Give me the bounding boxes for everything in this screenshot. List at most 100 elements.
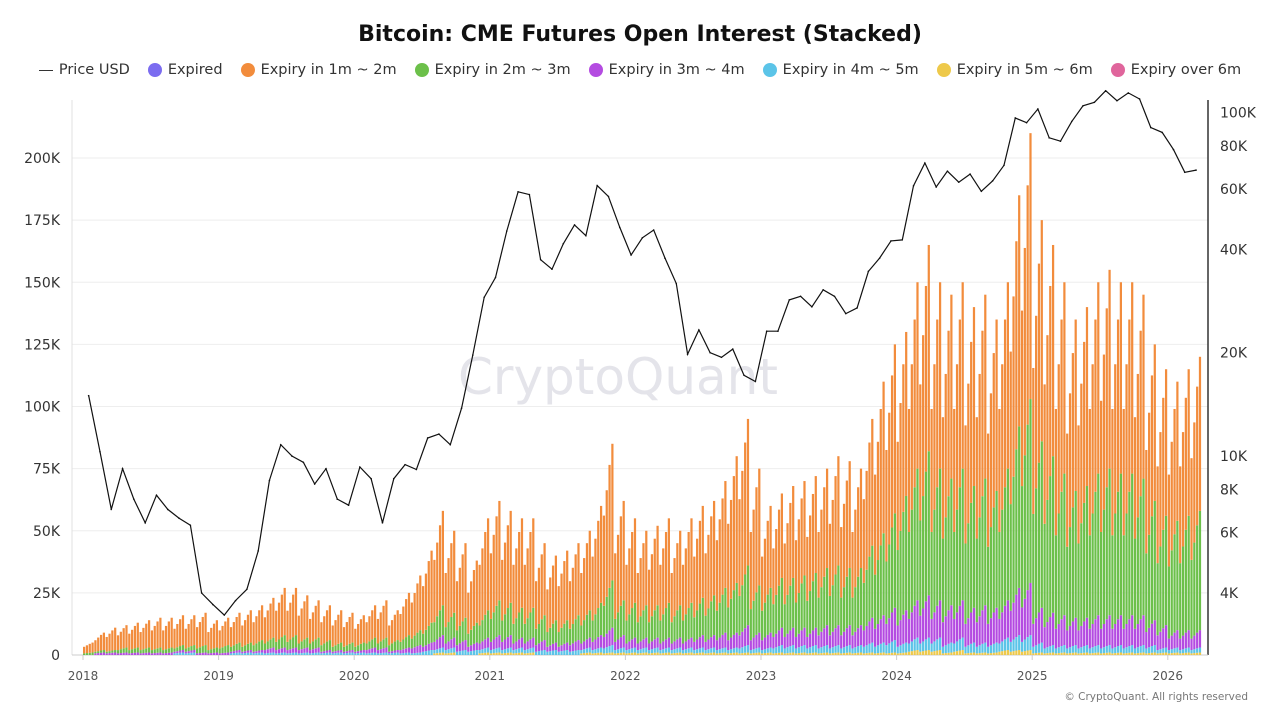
bar-segment xyxy=(574,641,577,651)
legend-item-4m-5m[interactable]: Expiry in 4m ~ 5m xyxy=(762,62,919,78)
bar-segment xyxy=(707,653,710,655)
bar-segment xyxy=(1060,491,1063,620)
bar-segment xyxy=(874,574,877,629)
bar-segment xyxy=(546,646,549,652)
bar-segment xyxy=(814,652,817,655)
price-point xyxy=(200,592,203,594)
legend-item-price[interactable]: Price USD xyxy=(38,62,130,78)
bar-segment xyxy=(1020,310,1024,487)
bar-segment xyxy=(85,645,89,654)
bar-segment xyxy=(679,530,682,606)
bar-segment xyxy=(961,468,964,601)
bar-segment xyxy=(780,645,783,653)
bar-segment xyxy=(905,331,908,496)
bar-segment xyxy=(1116,319,1120,492)
bar-segment xyxy=(1173,408,1176,535)
bar-segment xyxy=(633,602,637,638)
bar-segment xyxy=(735,456,738,583)
bar-segment xyxy=(899,530,902,621)
bar-segment xyxy=(289,649,292,654)
bar-segment xyxy=(786,523,789,595)
bar-segment xyxy=(701,635,704,648)
bar-segment xyxy=(1080,523,1083,626)
legend-item-expired[interactable]: Expired xyxy=(147,62,223,78)
bar-segment xyxy=(910,651,913,655)
bar-segment xyxy=(591,556,594,621)
bar-segment xyxy=(229,627,233,647)
bar-segment xyxy=(1167,566,1171,639)
bar-segment xyxy=(453,637,456,648)
bar-segment xyxy=(156,652,159,655)
bar-segment xyxy=(1150,375,1154,517)
bar-segment xyxy=(701,647,704,653)
bar-segment xyxy=(611,652,614,655)
legend-item-2m-3m[interactable]: Expiry in 2m ~ 3m xyxy=(414,62,571,78)
bar-segment xyxy=(1156,650,1159,654)
bar-segment xyxy=(1088,648,1091,654)
bar-segment xyxy=(854,647,857,654)
bar-segment xyxy=(1020,607,1024,642)
price-point xyxy=(664,257,666,259)
bar-segment xyxy=(814,572,817,628)
bar-segment xyxy=(828,635,832,649)
bar-segment xyxy=(215,647,218,653)
bar-segment xyxy=(147,647,151,653)
bar-segment xyxy=(721,652,724,655)
bar-segment xyxy=(1148,534,1151,628)
bar-segment xyxy=(987,433,990,547)
legend-item-1m-2m[interactable]: Expiry in 1m ~ 2m xyxy=(240,62,397,78)
bar-segment xyxy=(735,632,738,648)
bar-segment xyxy=(455,630,459,646)
bar-segment xyxy=(1170,653,1173,655)
bar-segment xyxy=(961,600,964,638)
bar-segment xyxy=(916,468,919,601)
bar-segment xyxy=(970,341,973,503)
bar-segment xyxy=(328,605,331,641)
bar-segment xyxy=(809,647,812,654)
bar-segment xyxy=(978,616,981,646)
bar-segment xyxy=(871,545,874,618)
bar-segment xyxy=(323,616,326,644)
bar-segment xyxy=(998,618,1001,644)
bar-segment xyxy=(1085,307,1089,487)
bar-segment xyxy=(744,652,747,655)
bar-segment xyxy=(1139,496,1142,620)
bar-segment xyxy=(783,648,786,654)
bar-segment xyxy=(244,653,247,655)
bar-segment xyxy=(207,632,210,651)
bar-segment xyxy=(712,647,716,653)
bar-segment xyxy=(1018,587,1021,636)
bar-segment xyxy=(393,614,396,642)
legend-item-5m-6m[interactable]: Expiry in 5m ~ 6m xyxy=(936,62,1093,78)
legend-item-3m-4m[interactable]: Expiry in 3m ~ 4m xyxy=(588,62,745,78)
bar-segment xyxy=(907,618,911,644)
bar-segment xyxy=(876,441,880,561)
bar-segment xyxy=(777,630,781,647)
bar-segment xyxy=(269,652,272,655)
bar-segment xyxy=(532,518,535,608)
bar-segment xyxy=(1035,488,1038,619)
legend-item-over-6m[interactable]: Expiry over 6m xyxy=(1110,62,1241,78)
bar-segment xyxy=(585,652,589,655)
bar-segment xyxy=(1049,652,1052,655)
bar-segment xyxy=(845,646,848,653)
bar-segment xyxy=(1088,628,1091,649)
bar-segment xyxy=(633,647,637,653)
bar-segment xyxy=(1139,619,1142,647)
bar-segment xyxy=(670,572,673,623)
bar-segment xyxy=(1119,615,1122,646)
bar-segment xyxy=(639,649,642,654)
bar-segment xyxy=(136,622,139,648)
bar-segment xyxy=(554,642,557,651)
bar-segment xyxy=(1026,424,1029,591)
bar-segment xyxy=(1066,433,1069,547)
bar-segment xyxy=(701,597,704,636)
bar-segment xyxy=(286,653,289,655)
circle-swatch-icon xyxy=(762,63,777,77)
bar-segment xyxy=(882,615,885,643)
bar-segment xyxy=(1037,612,1041,644)
bar-segment xyxy=(1046,653,1049,655)
price-point xyxy=(844,312,847,315)
bar-segment xyxy=(792,645,795,653)
bar-segment xyxy=(427,650,430,655)
